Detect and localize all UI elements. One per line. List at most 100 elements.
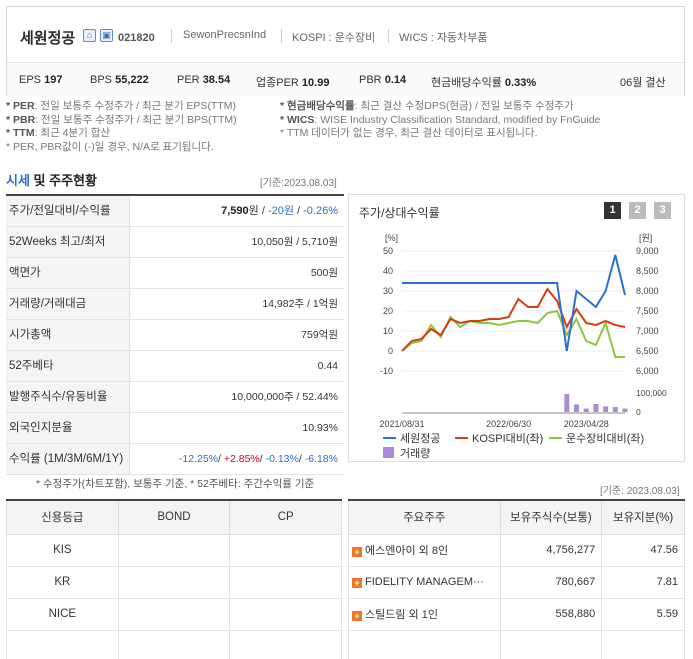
volume-tick-label: 0 (636, 407, 641, 417)
bond-cell (117, 565, 231, 599)
y-left-tick-label: 40 (383, 266, 393, 276)
col-header: 주요주주 (348, 499, 501, 535)
chart-page-1[interactable]: 1 (604, 202, 621, 219)
chart-title: 주가/상대수익률 (359, 206, 440, 220)
section-title: 시세 및 주주현황 (6, 173, 97, 188)
company-name: 세원정공 (20, 30, 76, 47)
table-row: 52Weeks 최고/최저 10,050원 / 5,710원 (6, 227, 344, 258)
y-right-tick-label: 6,000 (636, 366, 659, 376)
col-header: 신용등급 (6, 499, 119, 535)
table-row: 액면가 500원 (6, 258, 344, 289)
row-label: 시가총액 (6, 320, 130, 350)
x-tick-label: 2021/08/31 (379, 419, 424, 429)
row-value: 500원 (310, 267, 338, 279)
wics-category: WICS : 자동차부품 (399, 32, 488, 44)
volume-bar (612, 407, 618, 412)
table-row: 주가/전일대비/수익률 7,590원 / -20원 / -0.26% (6, 196, 344, 227)
series-line (402, 254, 626, 352)
y-right-tick-label: 8,500 (636, 266, 659, 276)
bond-cell (117, 533, 231, 567)
row-label: 52주베타 (6, 351, 130, 381)
table-row (6, 629, 342, 659)
legend-label: 운수장비대비(좌) (566, 432, 644, 445)
table-row: 발행주식수/유동비율 10,000,000주 / 52.44% (6, 382, 344, 413)
stat-pbr: PBR 0.14 (359, 74, 407, 86)
settlement-month: 06월 결산 (620, 77, 666, 89)
table-row: KR (6, 565, 342, 599)
holder-name-cell[interactable]: + 스틸드림 외 1인 (348, 597, 501, 631)
series-line (401, 287, 626, 352)
chart-panel: 주가/상대수익률 1 2 3 [%] [원] 50 9,000 40 8,500 30 8,0… (348, 194, 685, 462)
series-line (401, 309, 625, 358)
chart-page-2[interactable]: 2 (629, 202, 646, 219)
expand-plus-icon[interactable]: + (352, 578, 362, 588)
divider (281, 29, 282, 43)
company-header: 세원정공 ⌂ ▣ 021820 SewonPrecsnInd KOSPI : 운… (6, 6, 685, 96)
expand-plus-icon[interactable]: + (352, 611, 362, 621)
y-right-tick-label: 7,000 (636, 326, 659, 336)
chart-svg: [%] [원] 50 9,000 40 8,500 30 8,000 20 7,500 10 7,00… (379, 233, 667, 460)
col-header: BOND (117, 499, 231, 535)
legend-label: 거래량 (400, 447, 430, 460)
shareholders-table: 주요주주 보유주식수(보통) 보유지분(%) + 에스엔아이 외 8인 4,756… (348, 499, 685, 659)
agency-cell: NICE (6, 597, 119, 631)
row-value: 10.93% (302, 422, 338, 434)
row-value: 14,982주 / 1억원 (262, 298, 338, 310)
stats-bar: EPS 197 BPS 55,222 PER 38.54 업종PER 10.99… (7, 62, 684, 96)
volume-bar (622, 408, 628, 412)
expand-plus-icon[interactable]: + (352, 547, 362, 557)
row-value: 10,000,000주 / 52.44% (231, 391, 338, 403)
bond-cell (117, 597, 231, 631)
chart-page-3[interactable]: 3 (654, 202, 671, 219)
col-header: CP (229, 499, 342, 535)
volume-bar (603, 406, 609, 412)
y-left-unit: [%] (385, 233, 398, 243)
y-right-tick-label: 6,500 (636, 346, 659, 356)
english-name: SewonPrecsnInd (183, 29, 267, 41)
row-label: 거래량/거래대금 (6, 289, 130, 319)
col-header: 보유주식수(보통) (499, 499, 603, 535)
y-left-tick-label: -10 (380, 366, 393, 376)
divider (171, 29, 172, 43)
table-row: NICE (6, 597, 342, 631)
house-icon[interactable]: ⌂ (83, 29, 96, 42)
row-value: 0.44 (317, 360, 338, 372)
legend-label: 세원정공 (400, 432, 440, 445)
table-row: 수익률 (1M/3M/6M/1Y) -12.25%/ +2.85%/ -0.13… (6, 444, 344, 475)
pct-cell: 7.81 (601, 565, 685, 599)
table-row: + FIDELITY MANAGEM··· 780,667 7.81 (348, 565, 685, 599)
y-left-tick-label: 0 (388, 346, 393, 356)
note-wics: * WICS: WISE Industry Classification Sta… (280, 113, 601, 126)
cp-cell (229, 597, 342, 631)
volume-bar (583, 408, 589, 412)
holder-name-cell[interactable]: + FIDELITY MANAGEM··· (348, 565, 501, 599)
legend-label: KOSPI대비(좌) (472, 432, 543, 445)
shares-cell: 780,667 (499, 565, 603, 599)
shares-cell: 558,880 (499, 597, 603, 631)
stat-per: PER 38.54 (177, 74, 231, 86)
y-right-tick-label: 8,000 (636, 286, 659, 296)
table-row: 거래량/거래대금 14,982주 / 1억원 (6, 289, 344, 320)
row-label: 주가/전일대비/수익률 (6, 196, 130, 226)
stat-bps: BPS 55,222 (90, 74, 149, 86)
y-left-tick-label: 50 (383, 246, 393, 256)
note-pbr: * PBR: 전일 보통주 수정주가 / 최근 분기 BPS(TTM) (6, 113, 237, 126)
credit-rating-table: 신용등급 BOND CP KIS KR NICE (6, 499, 342, 659)
y-left-tick-label: 10 (383, 326, 393, 336)
market-category: KOSPI : 운수장비 (292, 32, 376, 44)
table-row (348, 629, 685, 659)
volume-bar (574, 404, 580, 412)
note-per: * PER: 전일 보통주 수정주가 / 최근 분기 EPS(TTM) (6, 100, 237, 112)
row-label: 발행주식수/유동비율 (6, 382, 130, 412)
stat-eps: EPS 197 (19, 74, 63, 86)
row-label: 수익률 (1M/3M/6M/1Y) (6, 444, 130, 474)
stat-industry-per: 업종PER 10.99 (256, 77, 330, 89)
holder-name-cell[interactable]: + 에스엔아이 외 8인 (348, 533, 501, 567)
table-header-row: 신용등급 BOND CP (6, 499, 342, 535)
shares-cell: 4,756,277 (499, 533, 603, 567)
stat-dividend-yield: 현금배당수익률 0.33% (431, 77, 537, 89)
building-icon[interactable]: ▣ (100, 29, 113, 42)
agency-cell: KIS (6, 533, 119, 567)
stock-code: 021820 (118, 32, 155, 44)
table-header-row: 주요주주 보유주식수(보통) 보유지분(%) (348, 499, 685, 535)
